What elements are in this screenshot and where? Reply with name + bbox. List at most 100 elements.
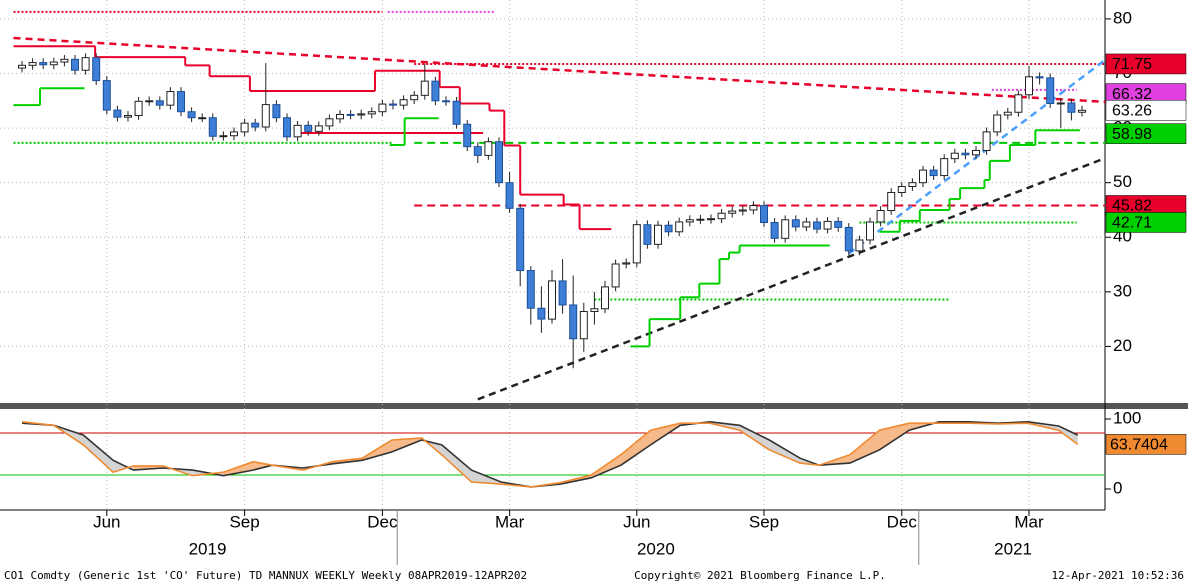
x-tick-label: Dec bbox=[887, 512, 918, 531]
y-tick-label: 50 bbox=[1113, 172, 1132, 191]
candle-body bbox=[855, 239, 864, 252]
y-tick-label: 80 bbox=[1113, 8, 1132, 27]
candle-body bbox=[505, 182, 514, 209]
candle-body bbox=[919, 169, 927, 184]
price-tag-label: 45.82 bbox=[1112, 198, 1152, 215]
candle-body bbox=[537, 307, 546, 320]
candle-body bbox=[325, 118, 334, 127]
candle-body bbox=[251, 122, 260, 128]
price-tag-label: 63.26 bbox=[1112, 103, 1152, 120]
candle-body bbox=[707, 218, 715, 221]
oscillator-fill bbox=[1058, 426, 1078, 445]
x-tick-label: Mar bbox=[1014, 512, 1044, 531]
candle-body bbox=[484, 141, 493, 156]
candle-body bbox=[1035, 76, 1044, 79]
x-tick-label: Dec bbox=[367, 512, 398, 531]
candle-body bbox=[410, 94, 419, 101]
candle-body bbox=[802, 221, 811, 228]
oscillator-fill bbox=[223, 461, 254, 476]
candle-body bbox=[950, 152, 959, 160]
candle-body bbox=[1046, 77, 1055, 105]
x-tick-label: Jun bbox=[623, 512, 650, 531]
candle-body bbox=[1025, 76, 1033, 96]
oscillator-fill bbox=[620, 430, 651, 466]
footer-center: Copyright© 2021 Bloomberg Finance L.P. bbox=[634, 569, 886, 582]
candle-body bbox=[113, 109, 122, 118]
candle-body bbox=[314, 125, 323, 132]
candle-body bbox=[579, 310, 588, 340]
candle-body bbox=[134, 100, 143, 117]
candle-body bbox=[145, 100, 154, 103]
candle-body bbox=[834, 220, 843, 228]
candle-body bbox=[1078, 109, 1086, 113]
footer-right: 12-Apr-2021 10:52:36 bbox=[1052, 569, 1184, 582]
candle-body bbox=[442, 100, 450, 103]
candle-body bbox=[770, 222, 779, 239]
candle-body bbox=[897, 185, 906, 193]
candle-body bbox=[124, 115, 132, 118]
oscillator-line bbox=[21, 421, 1079, 488]
candle-body bbox=[92, 57, 101, 82]
candle-body bbox=[940, 158, 949, 177]
price-tag bbox=[1105, 123, 1187, 144]
candle-body bbox=[760, 205, 768, 224]
oscillator-fill bbox=[83, 435, 114, 473]
candle-body bbox=[155, 100, 164, 106]
candle-body bbox=[431, 80, 440, 102]
x-tick-label: Sep bbox=[749, 512, 779, 531]
oscillator-fill bbox=[253, 461, 273, 471]
candle-body bbox=[399, 99, 408, 106]
y-tick-label: 20 bbox=[1113, 336, 1132, 355]
candle-body bbox=[230, 131, 238, 137]
candle-body bbox=[60, 58, 69, 63]
year-label: 2019 bbox=[189, 539, 227, 558]
candle-body bbox=[39, 62, 48, 66]
candle-body bbox=[601, 286, 609, 310]
candle-body bbox=[972, 149, 980, 156]
candle-body bbox=[378, 103, 387, 113]
candle-body bbox=[28, 62, 37, 66]
trend-line bbox=[848, 58, 1107, 255]
trend-line bbox=[477, 156, 1106, 401]
candle-body bbox=[887, 191, 896, 212]
candle-body bbox=[336, 113, 344, 120]
candle-body bbox=[516, 207, 525, 272]
candle-body bbox=[18, 64, 26, 69]
candle-body bbox=[611, 263, 620, 288]
candle-body bbox=[473, 146, 482, 156]
candle-body bbox=[177, 91, 185, 113]
candle-body bbox=[261, 104, 270, 128]
candle-body bbox=[844, 226, 853, 252]
candle-body bbox=[866, 221, 874, 241]
candle-body bbox=[219, 135, 228, 138]
oscillator-fill bbox=[769, 440, 801, 464]
candle-body bbox=[102, 80, 111, 111]
candle-body bbox=[876, 210, 885, 223]
price-tag-label: 42.71 bbox=[1112, 215, 1152, 232]
trend-line bbox=[13, 36, 1106, 104]
candle-body bbox=[643, 224, 652, 245]
candle-body bbox=[791, 219, 800, 228]
candle-body bbox=[675, 221, 684, 233]
candle-body bbox=[526, 270, 535, 309]
candle-body bbox=[749, 205, 758, 211]
candle-body bbox=[728, 210, 737, 214]
x-tick-label: Jun bbox=[93, 512, 120, 531]
oscillator-fill bbox=[879, 423, 910, 450]
oscillator-tag bbox=[1105, 434, 1187, 455]
candle-body bbox=[208, 117, 217, 137]
candle-body bbox=[929, 169, 938, 177]
y-tick-label: 30 bbox=[1113, 281, 1132, 300]
candle-body bbox=[304, 124, 313, 132]
candle-body bbox=[272, 104, 281, 119]
candle-body bbox=[664, 224, 673, 233]
candle-body bbox=[908, 182, 917, 187]
candle-body bbox=[495, 141, 503, 184]
candle-body bbox=[738, 209, 747, 212]
price-tag-label: 58.98 bbox=[1112, 126, 1152, 143]
y-tick-label: 100 bbox=[1113, 408, 1141, 427]
candle-body bbox=[293, 124, 302, 138]
panel-divider bbox=[0, 403, 1188, 409]
candle-body bbox=[1056, 102, 1065, 105]
